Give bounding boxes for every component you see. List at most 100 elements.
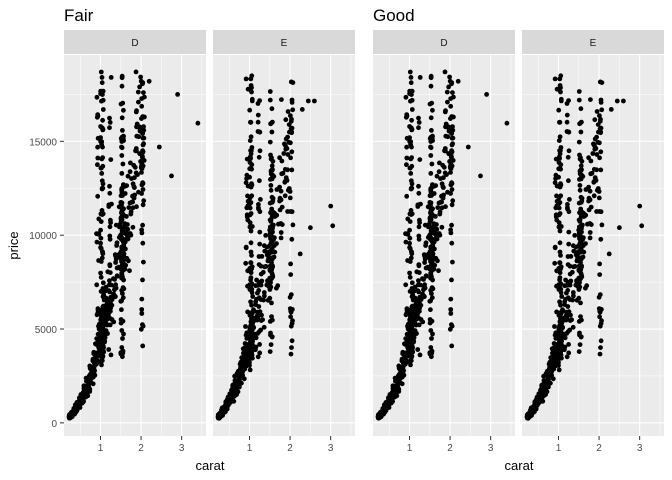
data-point <box>120 135 126 141</box>
data-point <box>69 411 75 417</box>
scatter-points <box>375 69 510 421</box>
data-point <box>268 121 273 127</box>
data-point <box>553 330 559 336</box>
data-point <box>92 359 97 365</box>
data-point <box>594 152 600 157</box>
data-point <box>436 169 442 175</box>
data-point <box>130 224 136 230</box>
data-point <box>599 222 605 228</box>
data-point <box>119 171 125 176</box>
data-point <box>564 290 569 296</box>
data-point <box>244 156 250 162</box>
data-point <box>98 69 104 75</box>
data-point <box>104 298 109 303</box>
data-point <box>598 345 603 350</box>
data-point <box>574 250 579 255</box>
data-point <box>258 318 264 323</box>
data-point <box>409 329 415 334</box>
data-point <box>248 277 254 283</box>
data-point <box>465 144 471 150</box>
data-point <box>247 367 253 373</box>
data-point <box>429 348 435 354</box>
data-point <box>107 233 113 239</box>
data-point <box>131 195 137 201</box>
data-point <box>255 290 260 296</box>
data-point <box>564 283 570 288</box>
data-point <box>121 107 126 113</box>
data-point <box>245 268 251 274</box>
data-point <box>98 240 103 246</box>
data-point <box>440 162 446 168</box>
data-point <box>408 75 414 80</box>
data-point <box>554 86 560 92</box>
data-point <box>555 358 561 364</box>
data-point <box>269 155 274 161</box>
data-point <box>134 108 139 114</box>
data-point <box>283 117 289 123</box>
data-point <box>578 229 583 235</box>
data-point <box>274 285 279 291</box>
data-point <box>579 317 584 323</box>
data-point <box>100 293 106 299</box>
data-point <box>428 171 434 176</box>
data-point <box>557 299 562 305</box>
data-point <box>597 155 602 161</box>
data-point <box>98 274 104 280</box>
data-point <box>577 240 583 246</box>
data-point <box>99 341 105 347</box>
data-point <box>107 270 113 275</box>
data-point <box>598 167 604 173</box>
data-point <box>299 107 305 112</box>
plot-title: Fair <box>64 6 94 25</box>
data-point <box>297 251 303 257</box>
data-point <box>402 341 407 347</box>
data-point <box>448 103 454 109</box>
data-point <box>428 115 434 121</box>
data-point <box>428 328 434 333</box>
data-point <box>578 163 584 169</box>
data-point <box>140 180 146 186</box>
data-point <box>250 294 256 299</box>
data-point <box>248 134 254 140</box>
data-point <box>435 205 441 211</box>
x-tick-label: 3 <box>488 443 494 454</box>
data-point <box>417 308 422 314</box>
data-point <box>119 145 125 151</box>
data-point <box>96 216 102 222</box>
data-point <box>249 320 255 326</box>
data-point <box>288 118 294 124</box>
data-point <box>139 311 145 316</box>
data-point <box>139 163 144 169</box>
data-point <box>253 302 258 307</box>
data-point <box>557 228 563 234</box>
data-point <box>592 143 597 149</box>
data-point <box>140 149 146 155</box>
data-point <box>565 312 571 318</box>
data-point <box>552 244 558 250</box>
data-point <box>404 193 410 199</box>
data-point <box>409 117 414 123</box>
data-point <box>288 261 293 267</box>
data-point <box>455 78 461 84</box>
data-point <box>554 193 559 199</box>
data-point <box>125 258 131 264</box>
data-point <box>404 331 410 337</box>
data-point <box>558 145 564 150</box>
data-point <box>139 191 145 196</box>
y-tick-label: 0 <box>51 419 57 430</box>
data-point <box>565 262 571 267</box>
data-point <box>268 330 273 336</box>
data-point <box>257 350 263 356</box>
data-point <box>429 265 434 270</box>
data-point <box>557 76 563 82</box>
data-point <box>423 273 429 279</box>
data-point <box>127 169 133 175</box>
data-point <box>140 277 145 283</box>
data-point <box>448 296 454 302</box>
data-point <box>95 331 101 337</box>
data-point <box>230 391 236 397</box>
data-point <box>415 347 421 352</box>
data-point <box>405 231 410 237</box>
data-point <box>587 221 593 226</box>
data-point <box>428 145 434 151</box>
